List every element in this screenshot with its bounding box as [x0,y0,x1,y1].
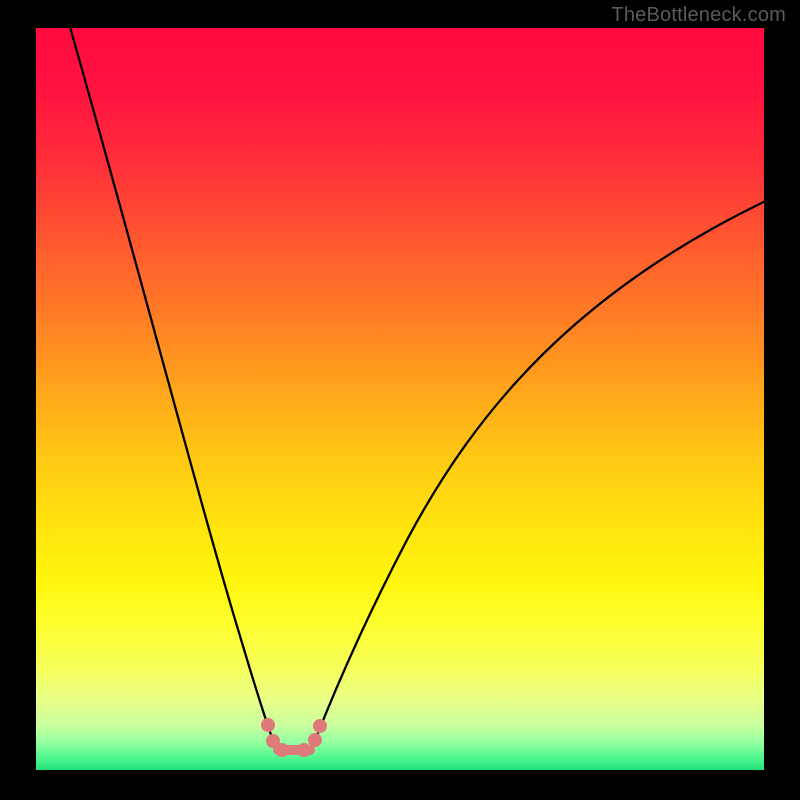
marker-point [308,733,322,747]
marker-point [313,719,327,733]
marker-point [297,743,311,757]
marker-point [275,743,289,757]
watermark-text: TheBottleneck.com [611,4,786,27]
curve-layer [36,28,764,770]
marker-point [261,718,275,732]
right-branch-curve [314,196,764,743]
plot-area [36,28,764,770]
left-branch-curve [68,28,274,743]
